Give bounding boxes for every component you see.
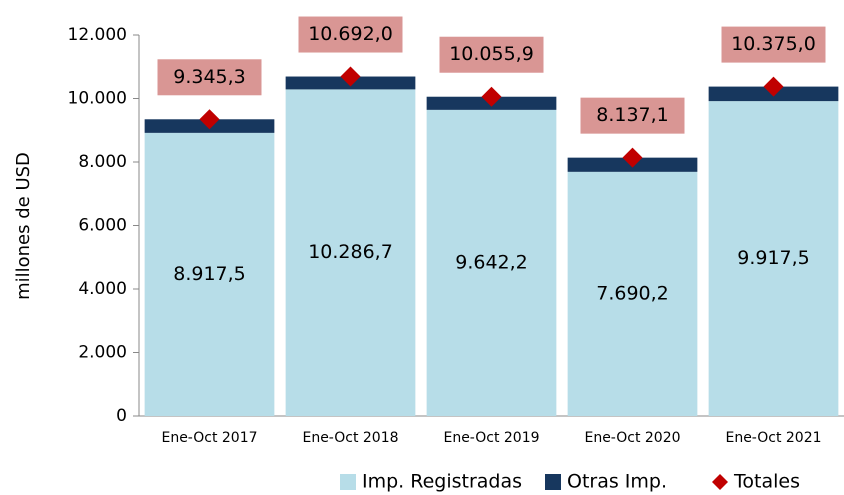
y-tick-label: 0: [116, 406, 127, 426]
x-tick-label: Ene-Oct 2018: [302, 430, 398, 446]
y-tick-label: 6.000: [78, 216, 127, 236]
bar-segment: [285, 89, 416, 416]
x-tick-label: Ene-Oct 2020: [584, 430, 680, 446]
bar-segment: [567, 171, 698, 416]
total-marker: [340, 66, 361, 87]
legend-marker: [712, 474, 728, 490]
bar-segment: [708, 101, 839, 416]
bar-segment: [426, 109, 557, 416]
bar-label: 9.917,5: [737, 247, 810, 269]
y-tick-label: 4.000: [78, 279, 127, 299]
y-tick-label: 12.000: [68, 25, 127, 45]
total-label: 9.345,3: [173, 66, 246, 88]
legend-swatch: [545, 474, 561, 490]
x-tick-label: Ene-Oct 2021: [725, 430, 821, 446]
bar-label: 9.642,2: [455, 251, 528, 273]
y-axis-title: millones de USD: [13, 152, 34, 300]
legend-label: Imp. Registradas: [362, 471, 522, 493]
bar-segment: [144, 132, 275, 416]
bar-label: 10.286,7: [308, 241, 393, 263]
x-tick-label: Ene-Oct 2017: [161, 430, 257, 446]
total-marker: [199, 109, 220, 130]
legend-swatch: [340, 474, 356, 490]
total-marker: [622, 147, 643, 168]
y-tick-label: 2.000: [78, 343, 127, 363]
legend-label: Totales: [733, 471, 800, 493]
legend-label: Otras Imp.: [567, 471, 667, 493]
bar-label: 7.690,2: [596, 282, 669, 304]
total-label-box: [298, 16, 403, 53]
y-tick-label: 10.000: [68, 89, 127, 109]
x-tick-label: Ene-Oct 2019: [443, 430, 539, 446]
total-marker: [763, 76, 784, 97]
total-label-box: [580, 97, 685, 134]
total-label-box: [157, 59, 262, 96]
total-label: 10.055,9: [449, 43, 534, 65]
total-label-box: [439, 36, 544, 73]
total-label-box: [721, 26, 826, 63]
y-tick-label: 8.000: [78, 152, 127, 172]
total-label: 10.692,0: [308, 23, 393, 45]
total-marker: [481, 86, 502, 107]
bar-label: 8.917,5: [173, 263, 246, 285]
total-label: 10.375,0: [731, 33, 816, 55]
total-label: 8.137,1: [596, 104, 669, 126]
